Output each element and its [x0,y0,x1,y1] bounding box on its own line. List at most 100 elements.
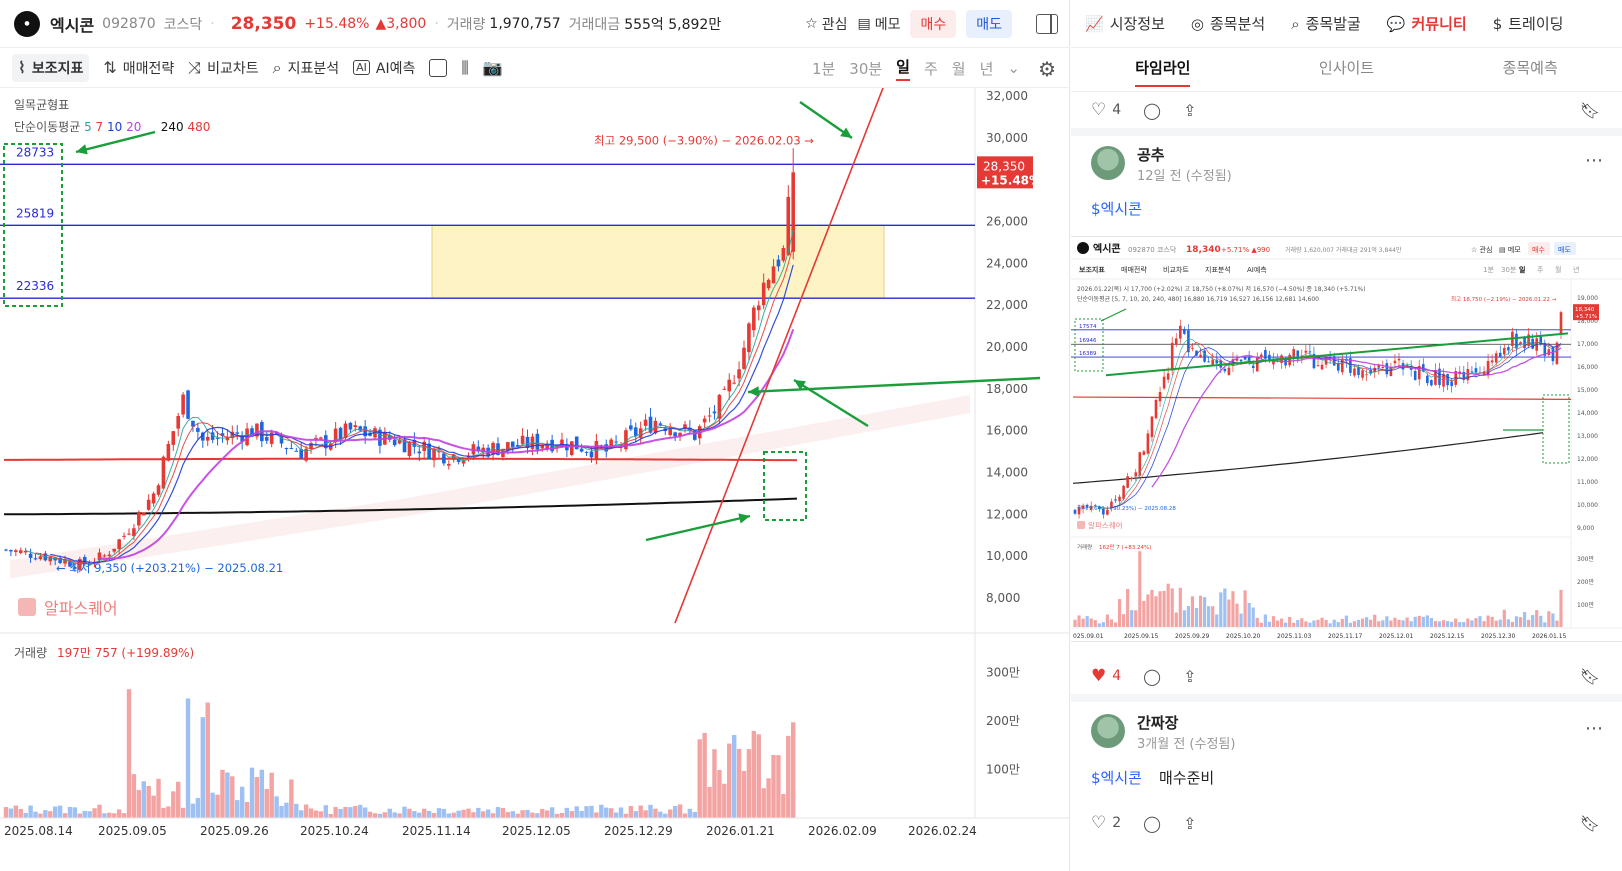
thumb-candle-body [1470,371,1474,373]
nav-trading[interactable]: $ 트레이딩 [1493,13,1564,34]
thumb-candle-body [1106,509,1109,515]
candle-type-button[interactable]: ⫼ [461,58,468,78]
stock-tag[interactable]: $엑시콘 [1091,200,1142,218]
tab-prediction[interactable]: 종목예측 [1438,48,1622,91]
thumb-candle-body [1130,477,1133,480]
post-author[interactable]: 공추 [1137,146,1165,164]
thumb-candle-body [1174,338,1178,345]
stock-header: ● 엑시콘 092870 코스닥 · 28,350 +15.48% ▲3,800… [0,0,1070,48]
memo-button[interactable]: ▤ 메모 [857,14,900,34]
nav-analysis[interactable]: ◎ 종목분석 [1191,13,1265,34]
period-30min[interactable]: 30분 [849,59,883,78]
thumb-candle-body [1474,368,1478,373]
ichimoku-label[interactable]: 일목균형표 [14,98,70,112]
ma-legend[interactable]: 단순이동평균 5 7 10 20 ·· 240 480 [14,120,211,134]
volume-bar [589,805,594,818]
volume-bar [156,778,161,818]
volume-bar [308,808,314,818]
comment-button[interactable]: ◯ [1143,667,1161,686]
thumb-volume-bar [1182,610,1186,627]
comment-button[interactable]: ◯ [1143,814,1161,833]
analysis-button[interactable]: ⌕ 지표분석 [273,58,340,78]
share-button[interactable]: ⇪ [1183,814,1196,833]
chevron-down-icon[interactable]: ⌄ [1007,59,1020,77]
thumb-x-tick: 025.09.01 [1073,633,1104,640]
volume-bar [289,779,294,818]
comment-icon: ◯ [1143,100,1162,120]
volume-bar [431,813,437,818]
stock-tag[interactable]: $엑시콘 [1091,769,1142,787]
comment-button[interactable]: ◯ [1143,101,1161,120]
draw-box-button[interactable] [429,58,448,77]
more-options-icon[interactable]: ⋯ [1585,150,1604,171]
candle-body [117,539,121,550]
thumb-candle-body [1158,392,1162,402]
period-year[interactable]: 년 [979,59,994,78]
avatar[interactable] [1091,146,1125,180]
x-tick-label: 2025.09.05 [98,824,167,838]
candle-body [643,419,648,426]
volume-bar [791,722,796,818]
screenshot-button[interactable]: 📷 [483,58,503,77]
candle-body [68,561,72,567]
share-button[interactable]: ⇪ [1183,667,1196,686]
compare-button[interactable]: ⤨ 비교차트 [188,58,258,78]
volume-bar [682,813,688,818]
tab-insight[interactable]: 인사이트 [1255,48,1439,91]
buy-button[interactable]: 매수 [910,10,957,38]
more-options-icon[interactable]: ⋯ [1585,718,1604,739]
like-button[interactable]: ♡ 2 [1091,813,1121,833]
thumb-x-tick: 2025.12.30 [1481,633,1516,640]
thumb-candle-body [1316,365,1320,366]
thumb-volume-bar [1547,611,1551,627]
tab-timeline[interactable]: 타임라인 [1071,48,1255,91]
candle-body [255,423,259,437]
arrowhead [794,380,806,391]
chart-icon: 📈 [1085,14,1104,33]
period-day[interactable]: 일 [896,56,910,81]
period-week[interactable]: 주 [923,59,938,78]
thumb-vol-tick: 100만 [1577,601,1594,609]
post-author[interactable]: 간짜장 [1137,714,1179,732]
candle-body [279,435,284,444]
nav-market[interactable]: 📈 시장정보 [1085,13,1165,34]
thumb-candle-body [1389,367,1393,377]
thumb-volume-bar [1393,617,1397,627]
thumb-candle-body [1438,368,1441,385]
thumb-volume-bar [1417,615,1421,627]
period-1min[interactable]: 1분 [811,59,836,78]
ai-predict-button[interactable]: AI AI예측 [353,58,415,78]
bookmark-icon[interactable]: 🔖︎ [1579,813,1600,833]
price-tag-pct: +15.48% [981,173,1041,187]
thumb-candle-body [1519,342,1522,345]
sell-button[interactable]: 매도 [966,10,1012,38]
chart-canvas[interactable]: 32,00030,00028,00026,00024,00022,00020,0… [0,88,1070,871]
price-tag-box [977,156,1033,189]
nav-community[interactable]: 💬 커뮤니티 [1387,13,1467,34]
thumb-y-tick: 17,000 [1577,341,1598,348]
ma480-label: 480 [187,120,211,134]
gear-icon[interactable]: ⚙ [1038,57,1056,81]
panel-toggle-icon[interactable] [1036,14,1058,34]
thumb-candle-body [1409,367,1413,370]
watch-button[interactable]: ☆ 관심 [805,14,847,34]
period-month[interactable]: 월 [951,59,966,78]
heart-outline-icon: ♡ [1091,813,1107,833]
like-button[interactable]: ♡ 4 [1091,100,1121,120]
avatar[interactable] [1091,714,1125,748]
thumb-candle-body [1304,350,1308,353]
thumb-candle-body [1434,370,1437,385]
like-button[interactable]: ♥ 4 [1091,666,1121,686]
strategy-button[interactable]: ⇅ 매매전략 [103,58,174,78]
thumb-ma240 [1072,432,1544,484]
price-chart[interactable]: 32,00030,00028,00026,00024,00022,00020,0… [0,88,1070,871]
bookmark-icon[interactable]: 🔖︎ [1579,666,1600,686]
share-button[interactable]: ⇪ [1183,101,1196,120]
thumb-volume-bar [1150,589,1154,627]
post-chart-image[interactable]: 엑시콘 092870 코스닥 18,340 +5.71% ▲990 거래량 1,620,… [1071,236,1622,642]
bookmark-icon[interactable]: 🔖︎ [1579,100,1600,120]
stock-name: 엑시콘 [50,15,95,35]
nav-discover[interactable]: ⌕ 종목발굴 [1291,13,1361,34]
aux-indicator-button[interactable]: ⌇ 보조지표 [12,53,90,82]
candle-body [28,553,33,558]
